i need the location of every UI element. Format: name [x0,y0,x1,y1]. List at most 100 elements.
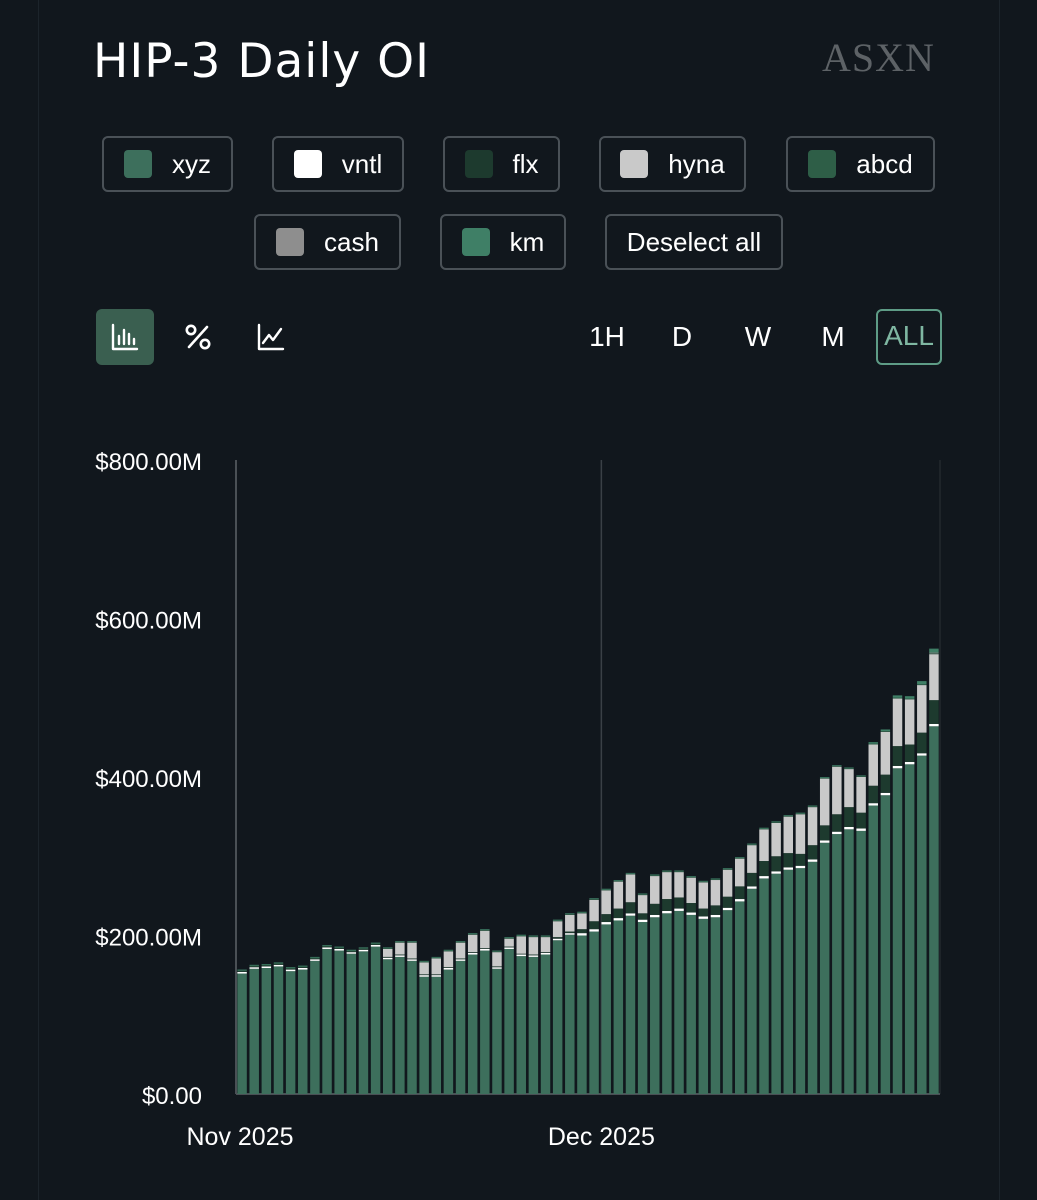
legend-item-hyna[interactable]: hyna [599,136,746,192]
bar-segment-abcd [917,684,927,686]
bar-segment-km [856,775,866,777]
bar-segment-xyz [540,954,551,1094]
bar-segment-km [249,964,259,966]
legend-label: vntl [341,148,383,179]
bar-segment-vntl [868,803,878,806]
range-month[interactable]: M [821,321,845,352]
bar-segment-xyz [370,946,381,1094]
bar-segment-xyz [686,914,696,1094]
bar-segment-hyna [467,934,478,953]
bar-segment-flx [419,974,429,976]
bar-segment-abcd [904,698,915,700]
bar-segment-vntl [625,913,636,916]
bar-segment-abcd [747,844,757,846]
range-1h[interactable]: 1H [589,321,625,352]
bar-segment-flx [285,968,296,970]
bar-segment-hyna [710,880,721,906]
bar-segment-km [868,742,878,744]
bar-segment-km [577,911,587,913]
bar-segment-hyna [759,829,769,862]
bar-segment-vntl [407,959,417,961]
legend-item-abcd[interactable]: abcd [786,136,935,192]
bar-segment-abcd [929,653,939,655]
bar-segment-abcd [249,965,259,967]
legend-item-km[interactable]: km [440,214,566,270]
bar-segment-hyna [382,948,393,957]
bar-segment-hyna [577,913,587,930]
bar-segment-hyna [625,874,636,903]
deselect-all-button[interactable]: Deselect all [605,214,783,270]
bar-segment-abcd [771,822,781,823]
bar-segment-xyz [637,922,648,1094]
bar-segment-km [467,933,478,934]
bar-segment-xyz [504,948,514,1094]
bar-segment-flx [552,937,563,939]
percent-button[interactable] [169,309,227,365]
page-title: HIP-3 Daily OI [93,34,431,89]
y-tick-label: $400.00M [95,766,202,793]
range-all[interactable]: ALL [876,309,942,365]
bar-segment-xyz [844,829,854,1094]
bar-segment-km [370,942,381,944]
bar-segment-xyz [832,834,842,1094]
legend-item-vntl[interactable]: vntl [272,136,404,192]
bar-segment-xyz [819,842,830,1094]
x-tick-label: Dec 2025 [548,1123,655,1151]
bar-segment-km [358,947,369,949]
bar-segment-xyz [650,917,660,1094]
line-chart-button[interactable] [242,309,300,365]
bar-segment-hyna [504,938,514,947]
bar-segment-flx [868,785,878,804]
bar-segment-hyna [698,882,709,909]
bar-segment-km [880,729,891,732]
range-week[interactable]: W [744,321,772,352]
bar-segment-km [722,868,733,869]
bar-segment-flx [917,732,927,754]
bar-segment-km [431,956,442,958]
bar-segment-xyz [892,768,903,1094]
bar-chart-button[interactable] [96,309,154,365]
bar-segment-vntl [504,947,514,949]
y-tick-label: $200.00M [95,925,202,952]
bar-segment-flx [431,974,442,976]
bar-segment-flx [880,774,891,793]
legend-item-flx[interactable]: flx [443,136,560,192]
bar-segment-xyz [310,960,320,1094]
bar-segment-vntl [528,955,539,957]
bar-segment-xyz [904,764,915,1094]
range-day[interactable]: D [671,321,693,352]
bar-segment-hyna [722,869,733,897]
bar-segment-abcd [382,948,393,949]
bar-segment-km [382,947,393,949]
bar-segment-vntl [795,865,806,869]
bar-segment-xyz [516,956,526,1094]
bar-segment-vntl [759,876,769,879]
bar-segment-xyz [601,924,611,1094]
legend-item-cash[interactable]: cash [254,214,401,270]
bar-segment-flx [674,897,684,909]
bar-segment-vntl [747,886,757,889]
bar-segment-km [662,870,672,872]
bar-segment-abcd [346,950,357,952]
bar-segment-hyna [929,654,939,701]
bar-segment-flx [565,931,575,934]
bar-segment-vntl [601,922,611,925]
bar-segment-km [674,870,684,872]
bar-segment-abcd [856,776,866,777]
bar-segment-xyz [783,869,794,1094]
bar-segment-abcd [698,881,709,883]
bar-segment-abcd [844,768,854,770]
bar-segment-hyna [844,769,854,808]
bar-segment-flx [844,807,854,827]
bar-segment-flx [443,967,454,968]
bar-segment-xyz [710,917,721,1094]
bar-segment-xyz [492,968,502,1094]
legend-item-xyz[interactable]: xyz [102,136,233,192]
bar-segment-abcd [407,941,417,943]
bar-segment-vntl [917,753,927,756]
bar-segment-hyna [771,822,781,857]
bar-segment-hyna [819,778,830,826]
bar-segment-flx [759,861,769,877]
bar-segment-vntl [346,952,357,954]
stacked-bar-chart: $0.00 $200.00M $400.00M $600.00M $800.00M Nov… [95,449,941,1151]
